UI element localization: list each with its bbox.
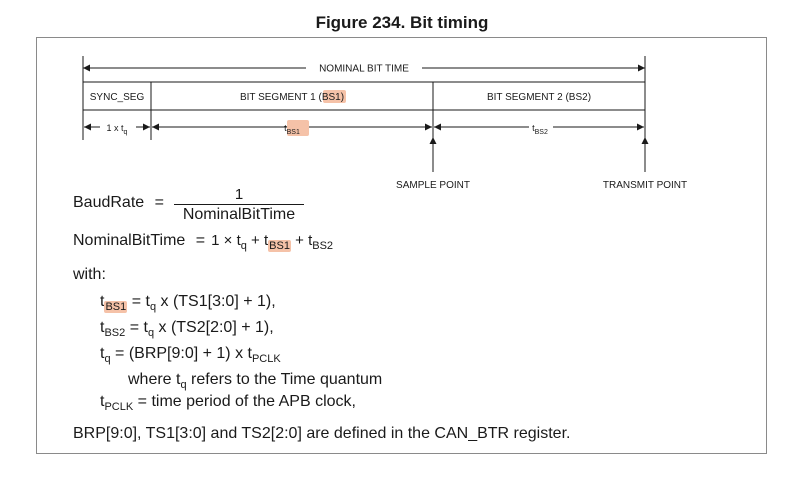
transmit-point-label: TRANSMIT POINT: [603, 180, 687, 191]
equals-sign: =: [154, 194, 164, 211]
tq-definition: tq = (BRP[9:0] + 1) x tPCLK: [100, 345, 281, 365]
tbs2-definition: tBS2 = tq x (TS2[2:0] + 1),: [100, 319, 274, 339]
nbt-equals: =: [195, 232, 206, 249]
tbs1-label: tBS1: [284, 123, 300, 136]
tpclk-definition: tPCLK = time period of the APB clock,: [100, 393, 356, 413]
nbt-lhs: NominalBitTime: [73, 232, 186, 249]
segment-sync-label: SYNC_SEG: [90, 92, 145, 103]
nbt-bs1: BS1: [268, 240, 291, 252]
sample-point-label: SAMPLE POINT: [396, 180, 470, 191]
nbt-plus1: +: [251, 232, 260, 249]
tbs1-highlight: [287, 120, 309, 136]
tbs1-definition: tBS1 = tq x (TS1[3:0] + 1),: [100, 293, 276, 313]
nbt-t3: t: [308, 232, 313, 249]
fraction-denominator: NominalBitTime: [182, 206, 296, 223]
with-label: with:: [73, 266, 106, 283]
nominal-bit-time-formula: NominalBitTime = 1 × tq + tBS1 + tBS2: [73, 232, 333, 252]
baudrate-fraction: 1 NominalBitTime: [172, 186, 306, 224]
tq-explanation: where tq refers to the Time quantum: [128, 371, 383, 391]
nbt-bs2: BS2: [312, 240, 334, 252]
register-footer: BRP[9:0], TS1[3:0] and TS2[2:0] are defi…: [73, 425, 571, 442]
figure-title: Figure 234. Bit timing: [315, 13, 489, 32]
segment-bs2-label: BIT SEGMENT 2 (BS2): [487, 92, 591, 103]
baudrate-formula: BaudRate =: [73, 194, 164, 212]
nbt-plus2: +: [295, 232, 304, 249]
nominal-bit-time-label: NOMINAL BIT TIME: [319, 64, 409, 75]
nbt-one: 1: [211, 232, 220, 249]
bs1-highlight: [323, 90, 346, 103]
nbt-q: q: [240, 240, 247, 252]
tbs1-def-sub: BS1: [104, 301, 128, 313]
nbt-times: ×: [223, 232, 233, 249]
tq-label: 1 x tq: [107, 123, 128, 136]
baudrate-lhs: BaudRate: [73, 194, 145, 211]
nbt-t2: t: [263, 232, 269, 249]
figure-frame: [36, 37, 767, 454]
segment-bs1-label: BIT SEGMENT 1 (BS1): [240, 92, 344, 103]
tbs2-label: tBS2: [532, 123, 548, 136]
nbt-t1: t: [236, 232, 241, 249]
fraction-numerator: 1: [234, 186, 244, 203]
segment-box: [82, 81, 646, 111]
fraction-bar: [174, 204, 304, 205]
